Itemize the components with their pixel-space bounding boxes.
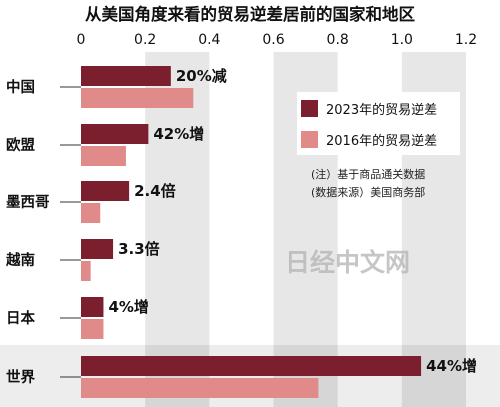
watermark-logo: 日经中文网 (285, 248, 410, 277)
bar-2023 (81, 297, 104, 317)
bar-2023 (81, 181, 130, 201)
category-label: 欧盟 (6, 136, 35, 154)
category-label: 越南 (5, 251, 35, 269)
bar-2023 (81, 356, 422, 376)
grid-band (145, 52, 210, 407)
x-tick-label: 0.8 (327, 32, 349, 48)
bar-2016 (81, 319, 104, 339)
legend-label-2016: 2016年的贸易逆差 (326, 133, 437, 149)
x-tick-label: 0.6 (262, 32, 284, 48)
bar-2016 (81, 146, 126, 166)
change-label: 20%减 (176, 67, 227, 85)
change-label: 3.3倍 (118, 240, 160, 258)
category-label: 墨西哥 (6, 194, 50, 211)
x-axis-ticks: 0 0.2 0.4 0.6 0.8 1.0 1.2 (77, 32, 478, 48)
legend: 2023年的贸易逆差 2016年的贸易逆差 (297, 92, 460, 155)
legend-label-2023: 2023年的贸易逆差 (326, 102, 437, 118)
category-label: 中国 (6, 78, 35, 96)
legend-swatch-2023 (301, 100, 318, 117)
bar-2023 (81, 124, 149, 144)
x-tick-label: 1.0 (391, 32, 413, 48)
legend-box (297, 92, 460, 155)
change-label: 42%增 (153, 125, 204, 143)
change-label: 2.4倍 (134, 182, 176, 200)
change-labels: 20%减 42%增 2.4倍 3.3倍 4%增 44%增 (108, 67, 477, 375)
x-tick-label: 0.4 (198, 32, 220, 48)
category-label: 日本 (6, 309, 35, 327)
bar-2023 (81, 66, 171, 86)
change-label: 4%增 (108, 298, 148, 316)
bar-2023 (81, 239, 114, 259)
bar-2016 (81, 261, 91, 281)
x-tick-label: 0.2 (134, 32, 156, 48)
bar-2016 (81, 203, 101, 223)
chart-title: 从美国角度来看的贸易逆差居前的国家和地区 (85, 4, 416, 24)
note-basis: (注）基于商品通关数据 (311, 167, 425, 181)
note-source: (数据来源）美国商务部 (311, 185, 425, 199)
category-label: 世界 (6, 368, 35, 386)
x-tick-label: 1.2 (455, 32, 477, 48)
bar-2016 (81, 88, 194, 108)
change-label: 44%增 (426, 357, 477, 375)
bars (81, 66, 422, 398)
x-tick-label: 0 (77, 32, 86, 48)
legend-swatch-2016 (301, 131, 318, 148)
bar-2016 (81, 378, 319, 398)
